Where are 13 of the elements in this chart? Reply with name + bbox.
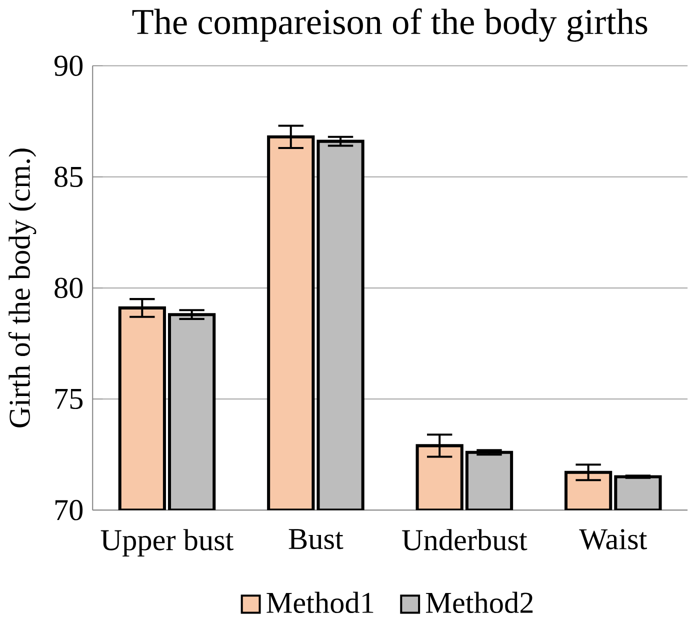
- x-tick-label: Upper bust: [100, 529, 234, 557]
- y-tick-label: 80: [54, 278, 83, 298]
- x-tick-label: Bust: [288, 529, 344, 550]
- x-tick-label: Waist: [579, 529, 648, 550]
- x-tick-label: Underbust: [402, 529, 528, 551]
- chart-title: The compareison of the body girths: [132, 8, 648, 42]
- y-axis-title: Girth of the body (cm.): [8, 148, 36, 428]
- legend-label: Method2: [426, 592, 533, 614]
- y-tick-label: 70: [55, 500, 83, 520]
- y-tick-label: 85: [54, 166, 83, 188]
- y-tick-label: 90: [54, 56, 83, 76]
- y-tick-label: 75: [55, 389, 83, 410]
- legend-label: Method1: [266, 592, 374, 614]
